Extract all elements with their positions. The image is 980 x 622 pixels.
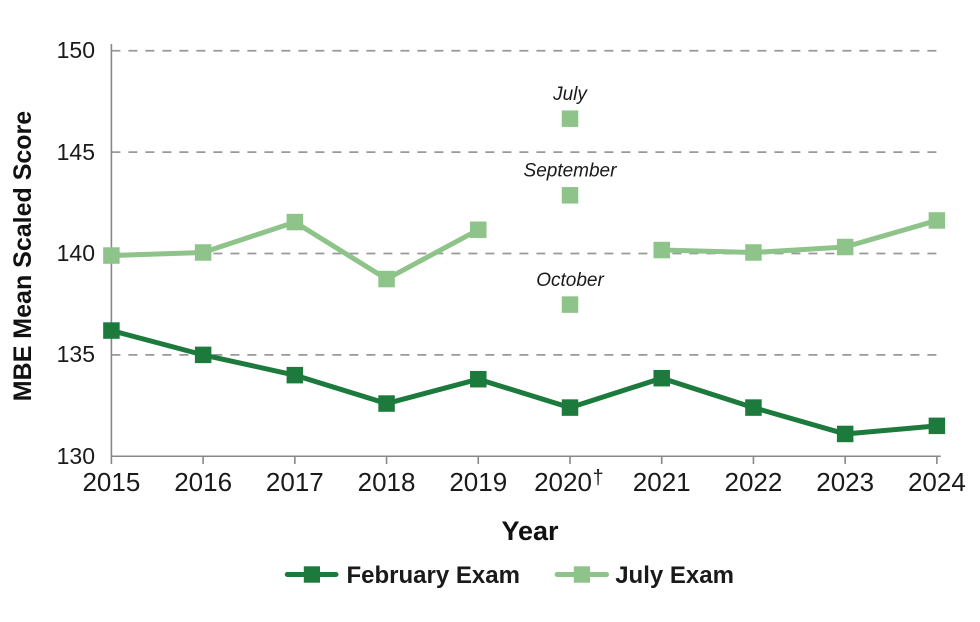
svg-text:February Exam: February Exam xyxy=(347,562,520,589)
svg-text:145: 145 xyxy=(57,139,95,165)
svg-text:2023: 2023 xyxy=(816,467,874,497)
svg-text:Year: Year xyxy=(501,516,559,546)
svg-text:150: 150 xyxy=(57,37,95,63)
svg-text:2024: 2024 xyxy=(908,467,966,497)
svg-text:2021: 2021 xyxy=(633,467,691,497)
svg-text:October: October xyxy=(536,270,604,291)
svg-text:MBE Mean Scaled Score: MBE Mean Scaled Score xyxy=(9,111,37,401)
svg-text:July: July xyxy=(552,84,588,105)
svg-text:2018: 2018 xyxy=(358,467,416,497)
svg-text:July Exam: July Exam xyxy=(615,562,734,589)
svg-text:140: 140 xyxy=(57,240,95,266)
svg-text:2019: 2019 xyxy=(449,467,507,497)
svg-text:September: September xyxy=(524,161,618,182)
svg-text:135: 135 xyxy=(57,341,95,367)
svg-text:2016: 2016 xyxy=(174,467,232,497)
svg-text:2022: 2022 xyxy=(725,467,783,497)
svg-text:130: 130 xyxy=(57,443,95,469)
svg-text:†: † xyxy=(592,467,603,489)
svg-text:2015: 2015 xyxy=(82,467,140,497)
svg-text:2020: 2020 xyxy=(534,467,592,497)
svg-text:2017: 2017 xyxy=(266,467,324,497)
